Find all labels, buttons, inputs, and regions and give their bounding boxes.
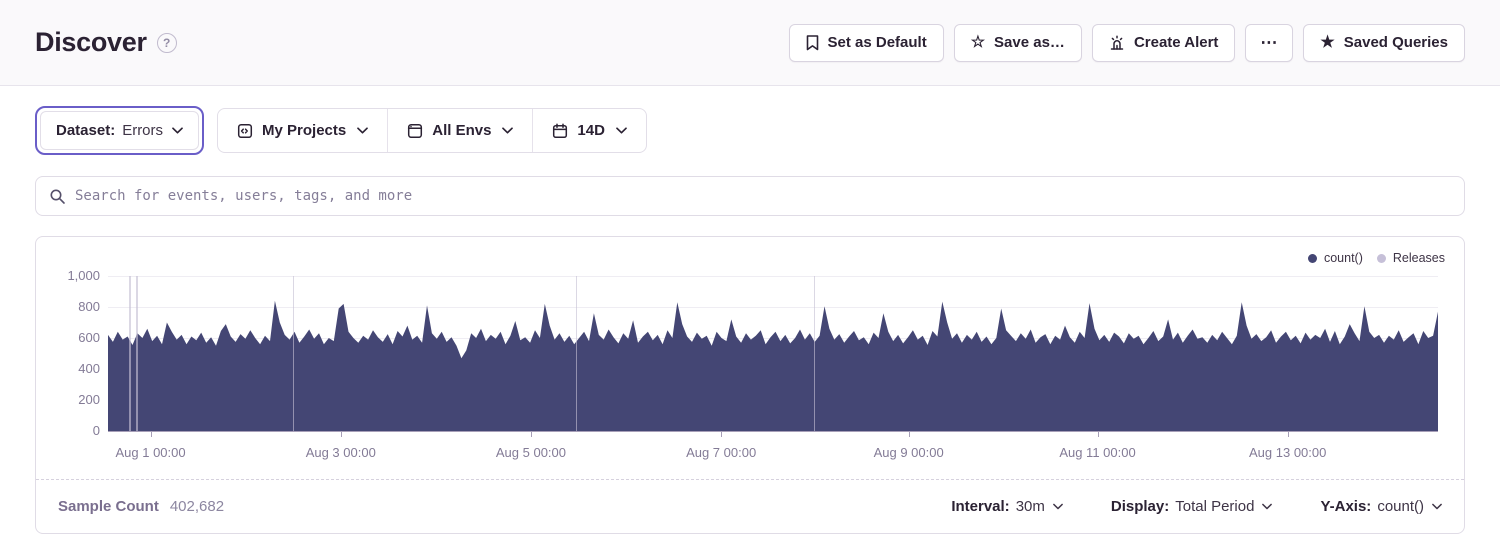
gridline [108, 307, 1438, 308]
chart-legend: count() Releases [1307, 251, 1445, 265]
x-axis-tick [530, 432, 532, 437]
calendar-icon [553, 122, 568, 138]
sample-count-label: Sample Count [58, 498, 159, 515]
interval-dropdown[interactable]: Interval: 30m [951, 498, 1063, 515]
dataset-highlight-ring: Dataset: Errors [35, 106, 205, 155]
y-axis-tick-label: 0 [92, 423, 100, 438]
environments-dropdown[interactable]: All Envs [387, 109, 532, 152]
projects-label: My Projects [262, 122, 347, 139]
x-axis-tick-label: Aug 3 00:00 [305, 445, 376, 460]
chevron-down-icon [1053, 503, 1063, 510]
legend-dot-count [1307, 253, 1317, 263]
x-axis-tick [1097, 432, 1099, 437]
star-outline-icon: ☆ [970, 33, 986, 51]
page-filter-bar: My Projects All Envs 14D [217, 108, 647, 153]
title-wrap: Discover ? [35, 27, 177, 58]
search-icon [50, 189, 65, 204]
save-as-button[interactable]: ☆ Save as… [953, 23, 1082, 62]
header-actions: Set as Default ☆ Save as… Create Alert ⋯… [788, 23, 1465, 62]
x-axis-line [108, 431, 1438, 432]
x-axis-tick-label: Aug 13 00:00 [1249, 445, 1327, 460]
release-marker-line[interactable] [292, 276, 294, 431]
sample-count-value: 402,682 [169, 498, 225, 515]
footer-controls: Interval: 30m Display: Total Period Y-Ax… [951, 498, 1442, 515]
y-axis-tick-label: 200 [78, 392, 100, 407]
display-dropdown[interactable]: Display: Total Period [1111, 498, 1273, 515]
dataset-value: Errors [122, 122, 164, 139]
x-axis-tick-label: Aug 1 00:00 [115, 445, 186, 460]
chevron-down-icon [616, 127, 627, 134]
search-placeholder: Search for events, users, tags, and more [75, 188, 413, 204]
legend-dot-releases [1376, 253, 1386, 263]
dataset-label: Dataset: [56, 122, 116, 139]
page-header: Discover ? Set as Default ☆ Save as… Cre… [0, 0, 1500, 86]
window-icon [408, 123, 423, 138]
set-as-default-label: Set as Default [827, 34, 927, 51]
x-axis-tick [1287, 432, 1289, 437]
legend-item-releases[interactable]: Releases [1376, 251, 1445, 265]
chart-plot[interactable] [108, 276, 1438, 431]
legend-item-count[interactable]: count() [1307, 251, 1363, 265]
y-axis-value: count() [1377, 498, 1424, 515]
chevron-down-icon [1262, 503, 1273, 510]
x-axis-tick [721, 432, 723, 437]
display-label: Display: [1110, 498, 1170, 515]
x-axis-tick [150, 432, 152, 437]
y-axis-tick-label: 800 [78, 299, 100, 314]
save-as-label: Save as… [994, 34, 1065, 51]
chevron-down-icon [502, 127, 514, 134]
legend-label-releases: Releases [1392, 251, 1445, 265]
y-axis-tick-label: 1,000 [67, 268, 100, 283]
y-axis-tick-label: 400 [78, 361, 100, 376]
star-filled-icon: ★ [1320, 33, 1335, 51]
y-axis-tick-label: 600 [78, 330, 100, 345]
create-alert-button[interactable]: Create Alert [1091, 23, 1236, 62]
x-axis-tick [908, 432, 910, 437]
release-marker-line[interactable] [135, 276, 138, 431]
create-alert-label: Create Alert [1133, 34, 1219, 51]
date-range-dropdown[interactable]: 14D [532, 109, 646, 152]
ellipsis-icon: ⋯ [1260, 32, 1279, 52]
chevron-down-icon [172, 127, 183, 134]
release-marker-line[interactable] [576, 276, 578, 431]
help-icon[interactable]: ? [156, 32, 177, 53]
bookmark-icon [806, 34, 819, 51]
chevron-down-icon [357, 127, 369, 134]
page-title: Discover [35, 27, 147, 57]
chart-panel: count() Releases Sample Count 402,682 In… [35, 236, 1465, 534]
y-axis-label: Y-Axis: [1320, 498, 1372, 515]
date-range-label: 14D [577, 122, 605, 139]
chevron-down-icon [1432, 503, 1442, 510]
environments-label: All Envs [432, 122, 492, 139]
gridline [108, 276, 1438, 277]
saved-queries-label: Saved Queries [1343, 34, 1448, 51]
saved-queries-button[interactable]: ★ Saved Queries [1303, 23, 1465, 62]
set-as-default-button[interactable]: Set as Default [788, 23, 944, 62]
x-axis-tick [340, 432, 342, 437]
search-input[interactable]: Search for events, users, tags, and more [35, 176, 1465, 216]
x-axis-tick-label: Aug 11 00:00 [1059, 445, 1136, 460]
count-area-series [108, 300, 1438, 431]
display-value: Total Period [1175, 498, 1255, 515]
siren-icon [1109, 34, 1125, 51]
interval-value: 30m [1015, 498, 1045, 515]
release-marker-line[interactable] [814, 276, 816, 431]
y-axis-dropdown[interactable]: Y-Axis: count() [1320, 498, 1442, 515]
release-marker-line[interactable] [129, 276, 132, 431]
dataset-dropdown[interactable]: Dataset: Errors [40, 111, 200, 150]
filter-row: Dataset: Errors My Projects All Envs 14D [35, 106, 647, 155]
x-axis-tick-label: Aug 9 00:00 [873, 445, 944, 460]
project-icon [237, 123, 253, 138]
x-axis-tick-label: Aug 5 00:00 [495, 445, 566, 460]
interval-label: Interval: [951, 498, 1010, 515]
chart-footer: Sample Count 402,682 Interval: 30m Displ… [36, 479, 1464, 533]
legend-label-count: count() [1323, 251, 1363, 265]
more-options-button[interactable]: ⋯ [1245, 23, 1294, 62]
x-axis-tick-label: Aug 7 00:00 [686, 445, 757, 460]
projects-dropdown[interactable]: My Projects [218, 109, 387, 152]
